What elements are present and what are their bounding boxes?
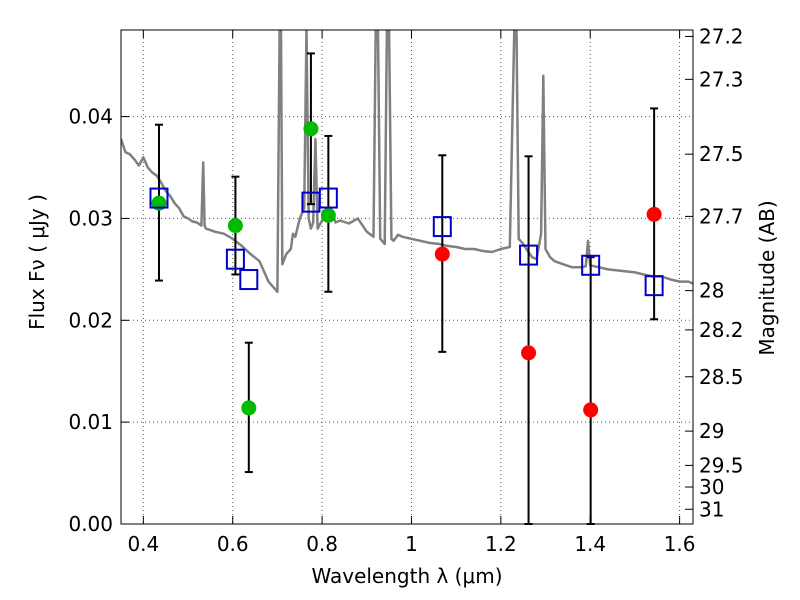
y-tick-label: 0.04 — [68, 105, 113, 129]
x-tick-label: 0.8 — [306, 532, 338, 556]
green-point — [241, 400, 257, 416]
mag-tick-label: 27.7 — [699, 204, 744, 228]
blue-square-point — [432, 216, 452, 238]
blue-square-point — [149, 187, 169, 209]
blue-square-point — [519, 244, 539, 266]
x-tick-label: 0.4 — [127, 532, 159, 556]
mag-tick-label: 27.5 — [699, 142, 744, 166]
mag-tick-label: 28.5 — [699, 365, 744, 389]
model-spectrum — [121, 30, 693, 294]
red-point — [583, 402, 599, 418]
y-tick-label: 0.02 — [68, 308, 113, 332]
x-tick-label: 1.2 — [485, 532, 517, 556]
x-tick-label: 1.4 — [574, 532, 606, 556]
mag-tick-label: 30 — [699, 475, 724, 499]
y-tick-label: 0.00 — [68, 512, 113, 536]
mag-tick-label: 28 — [699, 279, 724, 303]
green-point — [303, 121, 319, 137]
mag-tick-label: 31 — [699, 497, 724, 521]
green-point — [320, 207, 336, 223]
red-point — [521, 345, 537, 361]
x-axis-label: Wavelength λ (μm) — [311, 564, 502, 588]
mag-tick-label: 29.5 — [699, 453, 744, 477]
y-tick-label: 0.03 — [68, 206, 113, 230]
x-tick-label: 1.6 — [664, 532, 696, 556]
axis-ticks: 0.4 0.6 0.8 1 1.2 1.4 1.6 0.00 0.01 0.02 0.03 0.04 2… — [68, 24, 743, 556]
blue-square-point — [581, 254, 601, 276]
red-point — [434, 246, 450, 262]
plot-background — [121, 30, 693, 524]
plot-frame — [120, 29, 694, 525]
green-point — [227, 218, 243, 234]
mag-tick-label: 29 — [699, 419, 724, 443]
blue-square-point — [225, 248, 245, 270]
mag-tick-label: 27.3 — [699, 67, 744, 91]
blue-square-point — [239, 269, 259, 291]
mag-tick-label: 27.2 — [699, 24, 744, 48]
blue-square-point — [644, 275, 664, 297]
x-tick-label: 1 — [405, 532, 418, 556]
data-markers — [149, 121, 664, 418]
x-tick-label: 0.6 — [217, 532, 249, 556]
y2-axis-label: Magnitude (AB) — [755, 200, 779, 355]
y-tick-label: 0.01 — [68, 410, 113, 434]
red-point — [646, 206, 662, 222]
model-spectrum-line — [121, 30, 693, 294]
y-axis-label: Flux Fν ( μJy ) — [25, 194, 49, 330]
mag-tick-label: 28.2 — [699, 318, 744, 342]
blue-square-point — [318, 187, 338, 209]
